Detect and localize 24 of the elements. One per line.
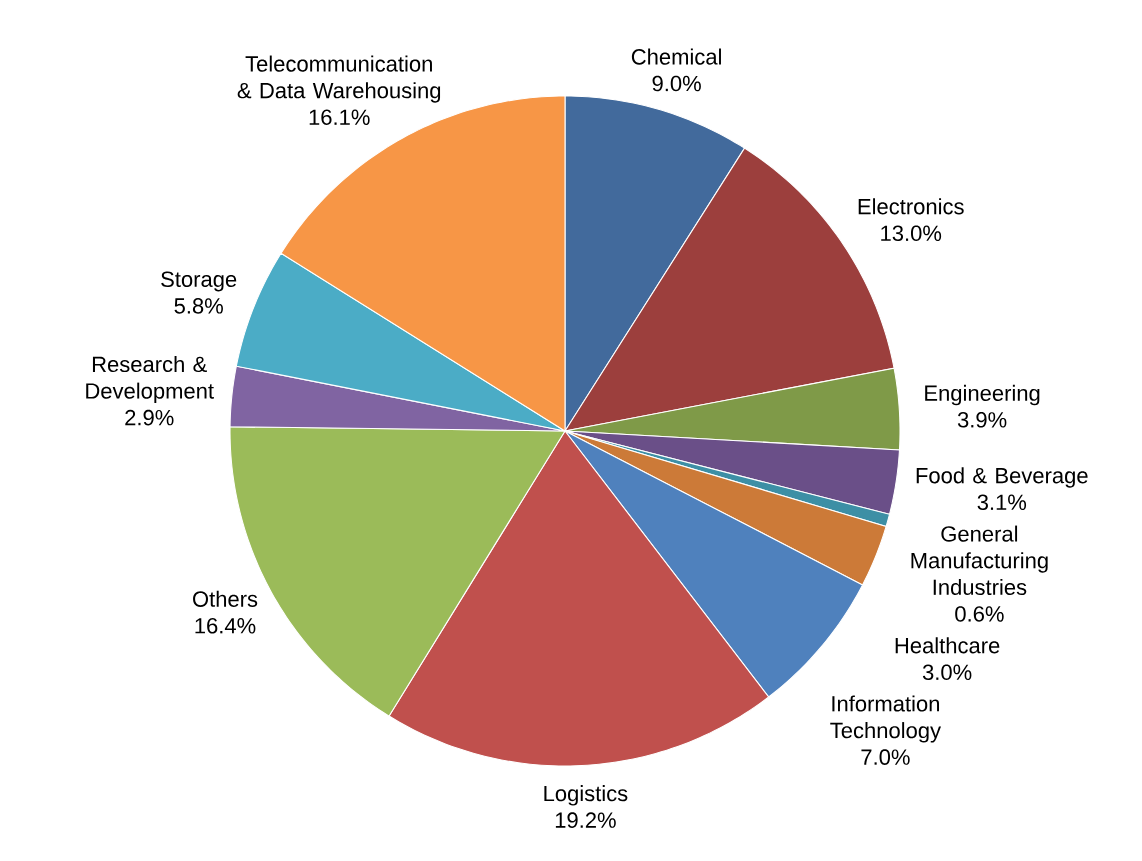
slice-label: Engineering: [925, 384, 1040, 406]
slice-label: General Manufacturing Industries: [911, 525, 1048, 596]
data-label: 5.8%: [174, 298, 223, 314]
slice-label: Healthcare: [895, 637, 1000, 654]
data-label: 16.1%: [309, 109, 370, 125]
data-label: 2.9%: [125, 409, 174, 426]
data-label: 0.6%: [955, 606, 1004, 622]
data-label: 3.0%: [922, 664, 972, 681]
data-label: 13.0%: [881, 225, 942, 242]
data-label: 9.0%: [652, 75, 701, 92]
slice-label: Logistics: [544, 785, 628, 806]
slice-label: Chemical: [631, 48, 721, 65]
data-label: 7.0%: [861, 749, 910, 765]
slice-label: Information Technology: [830, 695, 942, 743]
data-label: 3.9%: [957, 412, 1007, 428]
data-label: 16.4%: [195, 617, 256, 634]
slice-label: Electronics: [858, 198, 964, 215]
slice-label: Storage: [161, 271, 237, 292]
data-label: 19.2%: [555, 812, 616, 828]
slice-label: Research & Development: [86, 355, 214, 404]
slice-label: Food & Beverage: [916, 467, 1088, 488]
data-label: 3.1%: [977, 494, 1027, 511]
slice-label: Others: [193, 590, 258, 607]
slice-label: Telecommunication & Data Warehousing: [237, 55, 441, 103]
